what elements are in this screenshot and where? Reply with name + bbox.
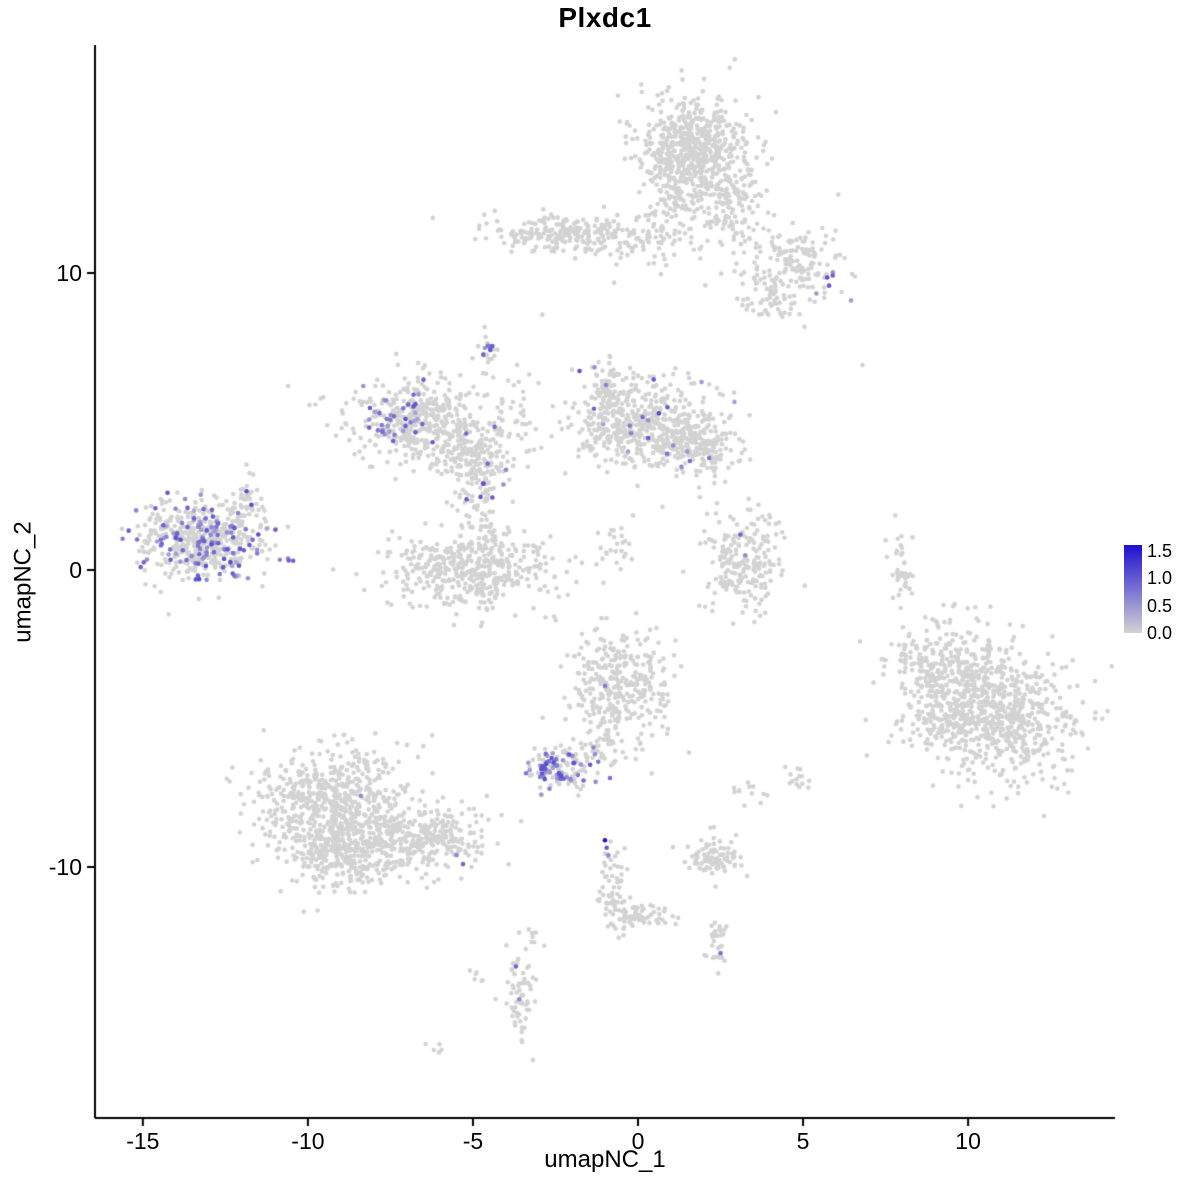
legend-tick-label: 0.0 xyxy=(1147,623,1173,643)
legend: 1.5 1.0 0.5 0.0 xyxy=(1120,540,1200,643)
legend-tick-label: 1.5 xyxy=(1147,540,1173,561)
x-tick-label: 5 xyxy=(796,1128,810,1154)
y-tick-label: 10 xyxy=(56,260,82,287)
legend-tick-label: 1.0 xyxy=(1147,568,1173,588)
plot-title: Plxdc1 xyxy=(558,2,652,33)
x-axis-title: umapNC_1 xyxy=(544,1146,666,1173)
x-tick-label: -5 xyxy=(462,1128,484,1154)
y-tick-label: -10 xyxy=(48,854,82,881)
x-tick-label: -10 xyxy=(291,1128,325,1154)
x-tick-label: 0 xyxy=(631,1128,645,1154)
legend-tick-label: 0.5 xyxy=(1147,595,1173,616)
legend-colorbar xyxy=(1124,545,1142,633)
x-tick-label: 10 xyxy=(955,1128,981,1154)
x-tick-label: -15 xyxy=(126,1128,160,1154)
y-tick-label: 0 xyxy=(69,557,82,584)
